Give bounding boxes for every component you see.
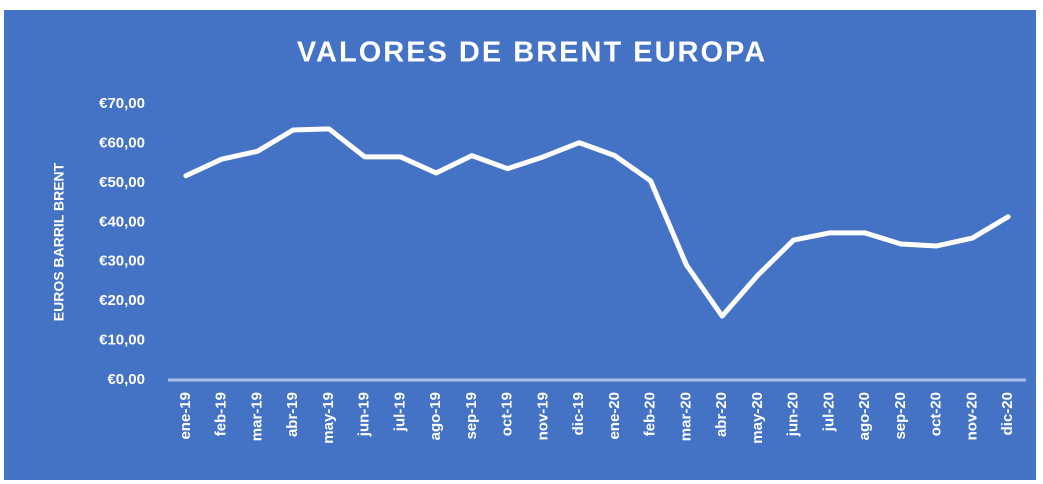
x-tick-label: oct-19 [499,392,516,436]
x-tick-label: dic-20 [999,392,1016,435]
chart-title: VALORES DE BRENT EUROPA [297,37,767,69]
x-tick-label: nov-20 [963,392,980,440]
x-tick-label: dic-19 [570,392,587,435]
x-tick-label: ago-20 [856,392,873,440]
y-tick-label: €10,00 [99,332,145,349]
y-tick-label: €30,00 [99,253,145,270]
y-tick-label: €0,00 [107,371,145,388]
x-tick-label: jul-20 [820,392,837,432]
y-tick-label: €50,00 [99,174,145,191]
y-tick-label: €20,00 [99,292,145,309]
x-tick-label: jun-19 [356,392,373,437]
x-tick-label: jun-20 [785,392,802,437]
x-tick-label: ago-19 [427,392,444,440]
y-tick-label: €60,00 [99,134,145,151]
x-tick-label: oct-20 [928,392,945,436]
x-tick-label: mar-20 [677,392,694,441]
x-tick-label: nov-19 [534,392,551,440]
y-axis-label: EUROS BARRIL BRENT [51,162,67,321]
x-tick-label: ene-20 [606,392,623,440]
x-tick-label: abr-20 [713,392,730,437]
y-tick-label: €70,00 [99,95,145,112]
x-tick-label: jul-19 [391,392,408,432]
x-tick-label: mar-19 [248,392,265,441]
x-tick-label: abr-19 [284,392,301,437]
x-tick-label: feb-20 [642,392,659,436]
x-tick-label: ene-19 [177,392,194,440]
x-tick-label: feb-19 [213,392,230,436]
chart-background [4,10,1036,480]
x-tick-label: may-20 [749,392,766,444]
data-line [183,126,1011,319]
x-tick-label: sep-20 [892,392,909,440]
y-tick-label: €40,00 [99,213,145,230]
x-tick-label: may-19 [320,392,337,444]
x-tick-label: sep-19 [463,392,480,440]
